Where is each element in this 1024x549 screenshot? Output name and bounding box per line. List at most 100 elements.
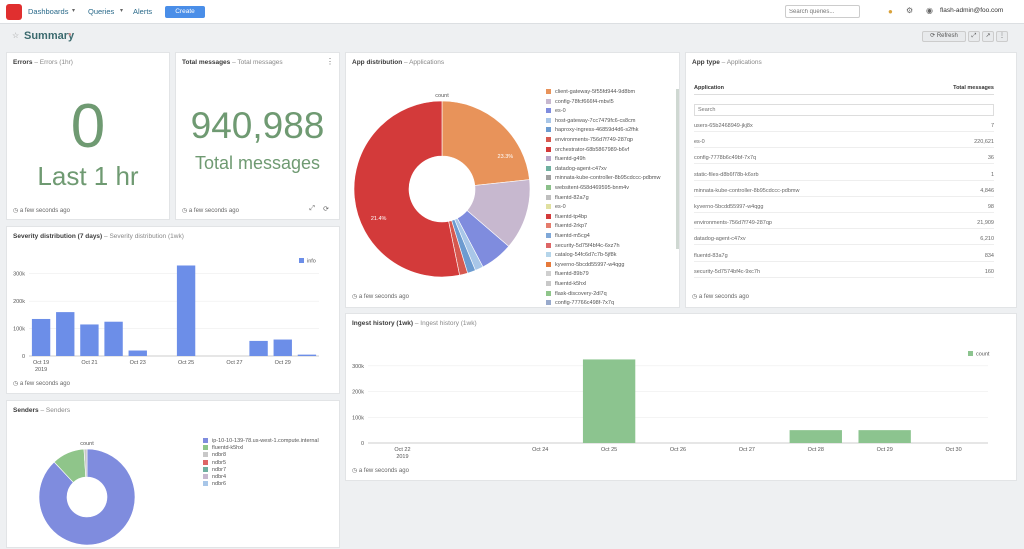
- legend-item[interactable]: websitent-658d469595-bnm4v: [546, 185, 629, 191]
- legend-swatch: [546, 281, 551, 287]
- legend-label: kyverno-5bcdd55997-w4qgg: [555, 261, 625, 268]
- share-button[interactable]: ↗: [982, 31, 994, 42]
- legend-item[interactable]: ndbr6: [203, 481, 226, 487]
- legend-item[interactable]: fluentd-k5hxl: [546, 281, 586, 287]
- legend-item[interactable]: fluentd-tp4bp: [546, 214, 587, 220]
- expand-icon[interactable]: ⤢: [309, 205, 315, 212]
- legend-item[interactable]: ndbr8: [203, 452, 226, 458]
- user-avatar-icon[interactable]: ◉: [926, 6, 933, 15]
- table-row[interactable]: static-files-d8b6f78b-k6srb 1: [694, 170, 994, 181]
- cell-total: 21,909: [977, 220, 994, 227]
- legend-item[interactable]: haproxy-ingress-46859d4d6-s2fhk: [546, 127, 638, 133]
- legend-item[interactable]: kyverno-5bcdd55997-w4qgg: [546, 262, 624, 268]
- table-row[interactable]: fluentd-83a7g 834: [694, 251, 994, 262]
- table-row[interactable]: es-0 220,621: [694, 137, 994, 149]
- chevron-down-icon[interactable]: ▾: [120, 8, 124, 14]
- legend-item[interactable]: orchestrator-68b5867989-b6vf: [546, 147, 629, 153]
- bar[interactable]: [31, 318, 51, 356]
- more-button[interactable]: ⋮: [996, 31, 1008, 42]
- legend-item[interactable]: es-0: [546, 204, 566, 210]
- legend-swatch: [546, 290, 551, 296]
- settings-icon[interactable]: ⚙: [906, 6, 914, 15]
- help-icon[interactable]: ●: [888, 7, 893, 16]
- legend-item[interactable]: config-78fcf666f4-mbvl5: [546, 99, 614, 105]
- legend-item[interactable]: ndbr5: [203, 460, 226, 466]
- bar[interactable]: [297, 354, 317, 356]
- bar[interactable]: [56, 312, 75, 356]
- bar[interactable]: [582, 359, 636, 443]
- legend-swatch: [203, 452, 208, 458]
- table-row[interactable]: minnata-kube-controller-8b95cdccc-pdbmw 4…: [694, 186, 994, 197]
- legend-scrollbar[interactable]: [676, 89, 679, 249]
- total-value: 940,988: [190, 105, 325, 146]
- x-tick-label: Oct 22: [394, 447, 410, 453]
- nav-alerts[interactable]: Alerts: [133, 7, 153, 16]
- fullscreen-button[interactable]: ⤢: [968, 31, 980, 42]
- legend-item[interactable]: host-gateway-7cc7479fc6-cs8cm: [546, 118, 635, 124]
- bar[interactable]: [858, 430, 911, 443]
- legend-item[interactable]: ip-10-10-139-78.us-west-1.compute.intern…: [203, 438, 319, 444]
- app-distribution-widget: App distribution – Applications count 23.…: [345, 52, 680, 308]
- legend-item[interactable]: es-0: [546, 108, 566, 114]
- legend-item[interactable]: flask-discovery-2dl7q: [546, 291, 607, 297]
- table-row[interactable]: environments-756d7f749-287qp 21,909: [694, 218, 994, 230]
- bar[interactable]: [128, 350, 147, 356]
- refresh-icon[interactable]: ⟳: [323, 206, 329, 213]
- legend-item[interactable]: security-5d75f4bf4c-6xz7h: [546, 243, 620, 249]
- legend-label: fluentd-tp4bp: [555, 213, 588, 220]
- create-button[interactable]: Create: [165, 6, 205, 18]
- search-queries-input[interactable]: [785, 5, 860, 18]
- legend-item[interactable]: minnata-kube-controller-8b95cdccc-pdbmw: [546, 175, 660, 181]
- nav-queries[interactable]: Queries: [88, 7, 115, 16]
- legend-item[interactable]: datadog-agent-c47xv: [546, 166, 607, 172]
- cell-total: 1: [990, 171, 994, 178]
- widget-menu-icon[interactable]: ⋮: [326, 57, 334, 66]
- column-header-total[interactable]: Total messages: [953, 85, 994, 91]
- widget-timestamp: ◷ a few seconds ago: [352, 468, 409, 474]
- bar[interactable]: [249, 340, 268, 356]
- pie-slice[interactable]: [441, 100, 530, 186]
- chevron-down-icon[interactable]: ▾: [72, 8, 76, 14]
- legend-item[interactable]: ndbr4: [203, 474, 226, 480]
- bar[interactable]: [176, 265, 196, 356]
- table-row[interactable]: config-7778b6c49bf-7x7q 36: [694, 153, 994, 165]
- legend-item[interactable]: fluentd-2rkp7: [546, 223, 587, 229]
- table-search-input[interactable]: [694, 104, 994, 116]
- y-tick-label: 300k: [352, 364, 364, 370]
- bar[interactable]: [104, 321, 123, 356]
- widget-title: App type – Applications: [692, 59, 762, 66]
- nav-dashboards[interactable]: Dashboards: [28, 7, 69, 16]
- user-menu[interactable]: flash-admin@foo.com: [940, 7, 1004, 14]
- column-header-application[interactable]: Application: [694, 85, 724, 91]
- cell-application: datadog-agent-c47xv: [694, 236, 746, 243]
- legend-item[interactable]: client-gateway-5f55fd944-9d8bm: [546, 89, 635, 95]
- legend-item[interactable]: fluentd-82a7g: [546, 195, 589, 201]
- legend-item[interactable]: catalog-54fc6d7c7b-5jf8k: [546, 252, 616, 258]
- table-row[interactable]: users-65b2468949-jkj8x 7: [694, 121, 994, 132]
- legend-item[interactable]: ndbr7: [203, 467, 226, 473]
- y-tick-label: 100k: [13, 327, 25, 333]
- bar[interactable]: [273, 339, 292, 356]
- refresh-button[interactable]: ⟳ Refresh: [922, 31, 966, 42]
- senders-donut: count: [38, 441, 136, 546]
- legend-swatch: [546, 185, 551, 191]
- bar[interactable]: [80, 324, 99, 356]
- table-row[interactable]: datadog-agent-c47xv 6,210: [694, 234, 994, 246]
- legend-item[interactable]: fluentd-k5hxl: [203, 445, 243, 451]
- legend-item[interactable]: fluentd-89b79: [546, 271, 589, 277]
- app-logo[interactable]: [6, 4, 22, 20]
- star-icon[interactable]: ☆: [12, 31, 20, 40]
- pie-slice[interactable]: [83, 448, 88, 478]
- legend-swatch: [546, 271, 551, 277]
- legend-item[interactable]: fluentd-m5cg4: [546, 233, 590, 239]
- table-row[interactable]: kyverno-5bcdd55997-w4qgg 98: [694, 202, 994, 213]
- bar[interactable]: [789, 430, 842, 443]
- legend-item[interactable]: config-77766c498f-7x7q: [546, 300, 614, 306]
- pie-slice[interactable]: [354, 100, 460, 278]
- legend-item[interactable]: fluentd-g49h: [546, 156, 586, 162]
- pie-slice[interactable]: [38, 448, 136, 546]
- table-row[interactable]: security-5d7574bf4c-9xc7h 160: [694, 267, 994, 278]
- legend-label: orchestrator-68b5867989-b6vf: [555, 146, 629, 153]
- legend-item[interactable]: environments-756d7f749-287qp: [546, 137, 633, 143]
- page-title: Summary: [24, 30, 75, 42]
